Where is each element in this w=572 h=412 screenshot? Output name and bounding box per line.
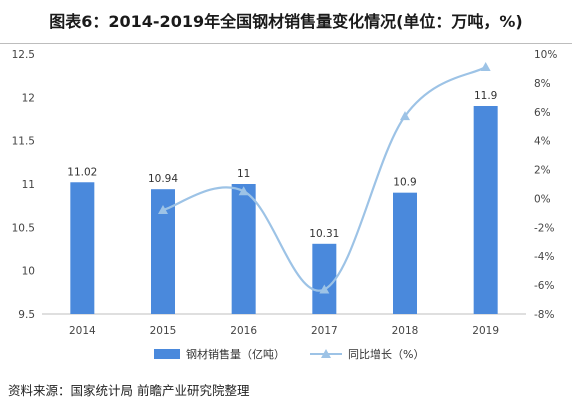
- chart-title: 图表6：2014-2019年全国钢材销售量变化情况(单位：万吨，%): [0, 0, 572, 44]
- bar: [473, 106, 498, 314]
- bar-data-label: 10.9: [393, 177, 416, 189]
- legend-label-bar: 钢材销售量（亿吨）: [186, 347, 285, 361]
- line-marker: [238, 186, 249, 196]
- right-axis-tick: 0%: [534, 193, 551, 205]
- right-axis-tick: 6%: [534, 107, 551, 119]
- chart: 9.5 10 10.5 11 11.5 12 12.5 -8% -6% -4% -2% 0% 2% 4% 6…: [12, 49, 558, 361]
- legend-swatch-bar: [154, 349, 180, 359]
- line-marker: [400, 111, 410, 121]
- left-axis-tick: 11.5: [12, 136, 35, 148]
- right-axis-tick: 8%: [534, 78, 551, 90]
- x-axis-tick: 2015: [150, 325, 177, 337]
- x-axis-tick: 2017: [311, 325, 338, 337]
- left-axis-tick: 10.5: [12, 222, 35, 234]
- right-axis-tick: 2%: [534, 165, 551, 177]
- x-axis-tick: 2016: [230, 325, 257, 337]
- growth-line: [162, 66, 487, 292]
- x-axis-tick: 2018: [392, 325, 419, 337]
- line-series: [158, 62, 491, 294]
- right-axis-tick: -4%: [534, 251, 554, 263]
- source-note: 资料来源：国家统计局 前瞻产业研究院整理: [8, 383, 250, 398]
- bar: [70, 182, 95, 314]
- axes: 9.5 10 10.5 11 11.5 12 12.5 -8% -6% -4% -2% 0% 2% 4% 6…: [12, 49, 558, 337]
- legend: 钢材销售量（亿吨） 同比增长（%）: [154, 347, 424, 361]
- left-axis-tick: 12.5: [12, 49, 35, 61]
- line-marker: [480, 62, 491, 71]
- line-marker: [319, 284, 330, 294]
- bar-data-label: 11.9: [474, 90, 497, 102]
- left-axis-tick: 10: [22, 266, 35, 278]
- right-axis-tick: -8%: [534, 309, 554, 321]
- left-axis-tick: 9.5: [18, 309, 35, 321]
- right-axis-tick: 4%: [534, 136, 551, 148]
- legend-label-line: 同比增长（%）: [348, 347, 424, 361]
- bar-data-label: 11.02: [67, 166, 97, 178]
- bar-series: 11.02 10.94 11 10.31 10.9 11.9: [67, 90, 498, 314]
- bar-data-label: 10.31: [309, 228, 339, 240]
- x-axis-tick: 2019: [472, 325, 499, 337]
- left-axis-tick: 11: [22, 179, 35, 191]
- x-axis-tick: 2014: [69, 325, 96, 337]
- right-axis-tick: 10%: [534, 49, 557, 61]
- right-axis-tick: -2%: [534, 222, 554, 234]
- bar: [231, 184, 256, 314]
- bar-data-label: 11: [237, 168, 250, 180]
- bar: [312, 243, 337, 314]
- bar: [393, 192, 417, 314]
- bar-data-label: 10.94: [148, 173, 178, 185]
- left-axis-tick: 12: [22, 92, 35, 104]
- line-marker: [158, 205, 168, 214]
- legend-swatch-marker: [321, 349, 331, 358]
- right-axis-tick: -6%: [534, 280, 554, 292]
